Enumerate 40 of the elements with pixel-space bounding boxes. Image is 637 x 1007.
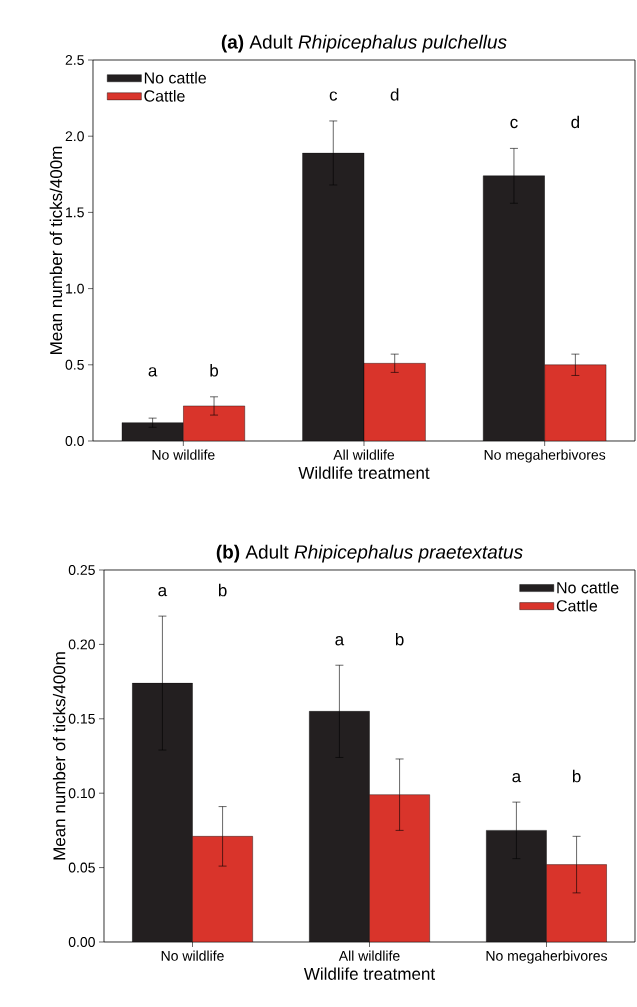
annotation: b bbox=[218, 583, 227, 597]
y-tick-label: 2.0 bbox=[65, 131, 84, 142]
legend-label: No cattle bbox=[144, 71, 206, 84]
x-tick-label: No wildlife bbox=[152, 449, 215, 460]
chart-title: (a) Adult Rhipicephalus pulchellus bbox=[221, 34, 507, 53]
annotation: c bbox=[510, 118, 518, 129]
y-tick-label: 0.20 bbox=[68, 639, 95, 650]
x-axis-title: Wildlife treatment bbox=[298, 466, 430, 479]
x-tick-label: No megaherbivores bbox=[484, 449, 606, 463]
y-axis-title: Mean number of ticks/400m bbox=[52, 652, 66, 860]
x-tick-label: All wildlife bbox=[338, 950, 400, 961]
y-tick-label: 0.05 bbox=[68, 862, 95, 873]
annotation: c bbox=[329, 91, 338, 101]
annotation: b bbox=[572, 769, 581, 783]
y-tick-label: 1.0 bbox=[66, 283, 84, 294]
annotation: a bbox=[148, 367, 158, 377]
x-tick-label: No megaherbivores bbox=[486, 950, 608, 964]
x-axis-title: Wildlife treatment bbox=[303, 967, 435, 980]
y-tick-label: 0.0 bbox=[65, 436, 84, 446]
chart-title: (b) Adult Rhipicephalus praetextatus bbox=[216, 544, 523, 563]
y-tick-label: 2.5 bbox=[65, 55, 84, 65]
y-tick-label: 0.15 bbox=[68, 713, 95, 724]
x-tick-label: No wildlife bbox=[161, 950, 224, 961]
y-tick-label: 1.5 bbox=[66, 207, 84, 218]
y-tick-label: 0.5 bbox=[65, 359, 84, 370]
legend-label: Cattle bbox=[144, 89, 185, 102]
y-axis-title: Mean number of ticks/400m bbox=[49, 146, 63, 354]
legend-label: No cattle bbox=[557, 581, 619, 594]
annotation: a bbox=[512, 773, 522, 783]
annotation: a bbox=[335, 636, 345, 646]
y-tick-label: 0.10 bbox=[68, 788, 95, 799]
legend-label: Cattle bbox=[556, 599, 598, 612]
annotation: d bbox=[571, 115, 579, 129]
x-tick-label: All wildlife bbox=[333, 449, 395, 460]
y-tick-label: 0.00 bbox=[68, 937, 95, 947]
annotation: b bbox=[210, 364, 219, 377]
y-tick-label: 0.25 bbox=[68, 565, 95, 575]
annotation: d bbox=[390, 88, 399, 101]
annotation: a bbox=[158, 587, 168, 597]
annotation: b bbox=[395, 632, 404, 646]
